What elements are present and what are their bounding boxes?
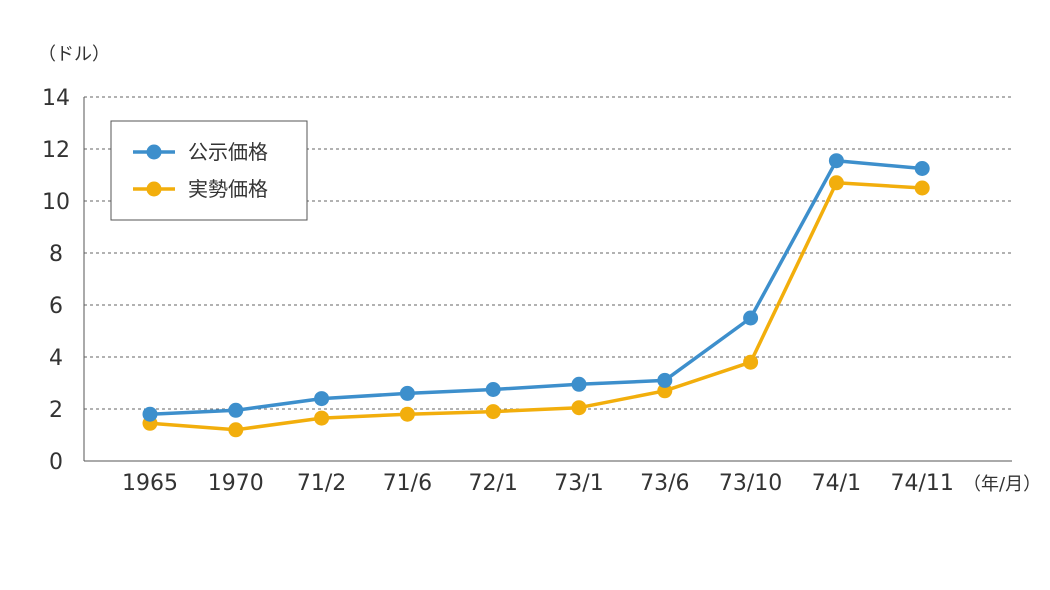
series-group [142,153,930,438]
data-point [571,376,587,392]
y-tick-label: 8 [49,242,63,267]
series-line-1 [149,181,923,432]
legend-marker-0 [146,144,162,160]
legend-label-1: 実勢価格 [188,177,268,201]
y-tick-label: 12 [42,138,70,163]
x-tick-labels: 1965 1970 71/2 71/6 72/1 73/1 73/6 73/10 74/1 74/… [122,471,954,496]
data-point [485,382,501,397]
x-tick-label: 71/6 [383,471,432,496]
x-tick-label: 74/11 [890,471,953,496]
x-tick-label: 72/1 [468,471,517,496]
axes [83,97,1012,462]
data-point [142,406,158,422]
series-line-0 [149,158,923,416]
y-tick-labels: 0 2 4 6 8 10 12 14 [42,86,70,475]
data-point [828,175,844,191]
legend-label-0: 公示価格 [188,140,268,164]
data-point [914,161,930,176]
data-point [228,402,244,418]
data-point [314,410,330,426]
x-axis-unit-label: （年/月） [963,474,1041,495]
x-tick-label: 73/1 [554,471,603,496]
y-tick-label: 4 [49,346,63,371]
data-point [399,406,415,422]
data-point [571,400,587,416]
x-tick-label: 1965 [122,471,178,496]
y-tick-label: 6 [49,294,63,319]
data-point [657,383,673,399]
data-point [399,385,415,401]
data-point [828,153,844,169]
data-point [485,404,501,420]
data-point [228,422,244,438]
y-axis-unit-label: （ドル） [38,44,110,65]
x-tick-label: 74/1 [812,471,861,496]
data-point [914,180,930,196]
data-point [314,391,330,407]
data-point [657,372,673,388]
y-tick-label: 2 [49,398,63,423]
y-tick-label: 10 [42,190,70,215]
y-tick-label: 14 [42,86,70,111]
x-tick-label: 71/2 [297,471,346,496]
legend-marker-1 [146,181,162,197]
y-tick-label: 0 [49,450,63,475]
data-point [743,354,759,370]
x-tick-label: 73/10 [719,471,782,496]
x-tick-label: 73/6 [640,471,689,496]
x-tick-label: 1970 [208,471,264,496]
data-point [743,310,759,326]
legend-box [110,120,308,221]
